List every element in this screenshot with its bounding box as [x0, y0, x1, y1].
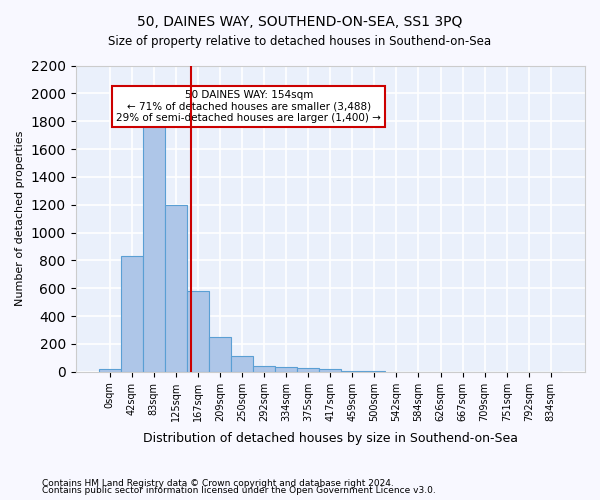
Text: Size of property relative to detached houses in Southend-on-Sea: Size of property relative to detached ho…	[109, 35, 491, 48]
Bar	[98, 369, 121, 372]
Bar	[209, 337, 231, 372]
Text: Contains public sector information licensed under the Open Government Licence v3: Contains public sector information licen…	[42, 486, 436, 495]
Bar	[187, 291, 209, 372]
Bar	[253, 366, 275, 372]
Bar	[165, 204, 187, 372]
Text: 50, DAINES WAY, SOUTHEND-ON-SEA, SS1 3PQ: 50, DAINES WAY, SOUTHEND-ON-SEA, SS1 3PQ	[137, 15, 463, 29]
Bar	[341, 371, 364, 372]
Bar	[297, 368, 319, 372]
Text: Contains HM Land Registry data © Crown copyright and database right 2024.: Contains HM Land Registry data © Crown c…	[42, 478, 394, 488]
Y-axis label: Number of detached properties: Number of detached properties	[15, 131, 25, 306]
Bar	[143, 121, 165, 372]
Text: 50 DAINES WAY: 154sqm
← 71% of detached houses are smaller (3,488)
29% of semi-d: 50 DAINES WAY: 154sqm ← 71% of detached …	[116, 90, 381, 123]
X-axis label: Distribution of detached houses by size in Southend-on-Sea: Distribution of detached houses by size …	[143, 432, 518, 445]
Bar	[231, 356, 253, 372]
Bar	[319, 369, 341, 372]
Bar	[121, 256, 143, 372]
Bar	[275, 367, 297, 372]
